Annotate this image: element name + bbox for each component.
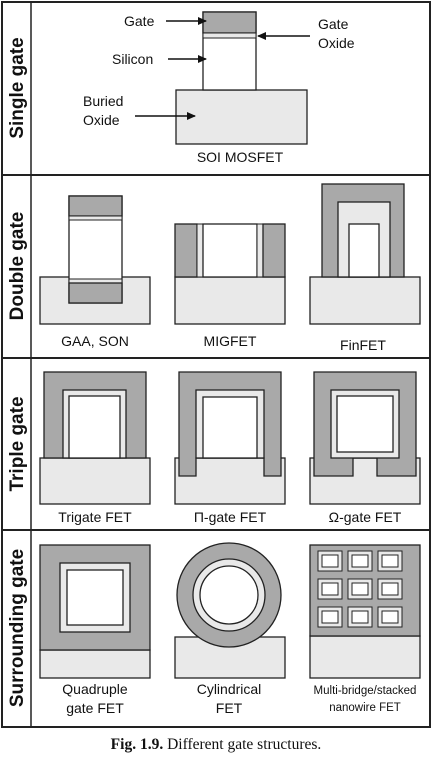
soi-mosfet-structure: [175, 11, 308, 145]
migfet-structure: [174, 223, 286, 325]
nanowire-silicon: [321, 610, 339, 624]
row-title-single-gate: Single gate: [7, 37, 28, 138]
callout-gate-oxide-line1: Gate: [318, 16, 349, 32]
nanowire-silicon: [351, 610, 369, 624]
label-cylindrical-line2: FET: [216, 700, 243, 716]
trigate-fet-structure: [39, 371, 151, 505]
row-title-triple-gate: Triple gate: [7, 396, 28, 491]
quadruple-gate-fet-structure: [39, 544, 151, 679]
callout-silicon: Silicon: [112, 51, 153, 67]
label-cylindrical-line1: Cylindrical: [197, 681, 262, 697]
multi-bridge-nanowire-fet-structure: [309, 544, 421, 679]
callout-buried-oxide-line2: Oxide: [83, 112, 120, 128]
nanowire-silicon: [381, 554, 399, 568]
label-omega-gate-fet: Ω-gate FET: [329, 509, 402, 525]
outer-frame: [1, 1, 431, 728]
row-title-surrounding-gate: Surrounding gate: [7, 549, 28, 707]
nanowire-silicon: [381, 610, 399, 624]
callout-buried-oxide-line1: Buried: [83, 93, 123, 109]
cylindrical-fet-structure: [174, 542, 286, 679]
label-trigate-fet: Trigate FET: [58, 509, 132, 525]
figure-caption-text: Different gate structures.: [167, 736, 322, 753]
nanowire-silicon: [381, 582, 399, 596]
figure-number: Fig. 1.9.: [110, 736, 164, 753]
nanowire-silicon: [351, 582, 369, 596]
callout-gate-oxide-line2: Oxide: [318, 35, 355, 51]
omega-gate-fet-structure: [309, 371, 421, 505]
row-title-double-gate: Double gate: [7, 212, 28, 321]
label-gaa-son: GAA, SON: [61, 333, 129, 349]
gaa-son-structure: [39, 195, 151, 325]
label-quadruple-line1: Quadruple: [62, 681, 128, 697]
figure-caption: Fig. 1.9. Different gate structures.: [0, 736, 432, 754]
label-pi-gate-fet: Π-gate FET: [194, 509, 267, 525]
label-finfet: FinFET: [340, 337, 386, 353]
label-quadruple-line2: gate FET: [66, 700, 124, 716]
nanowire-silicon: [321, 582, 339, 596]
pi-gate-fet-structure: [174, 371, 286, 505]
nanowire-silicon: [321, 554, 339, 568]
nanowire-array: [317, 550, 403, 628]
finfet-structure: [309, 183, 421, 325]
label-migfet: MIGFET: [204, 333, 257, 349]
callout-gate: Gate: [124, 13, 155, 29]
label-multibridge-line1: Multi-bridge/stacked: [314, 685, 417, 697]
label-multibridge-line2: nanowire FET: [329, 702, 401, 714]
label-soi-mosfet: SOI MOSFET: [197, 149, 284, 165]
nanowire-silicon: [351, 554, 369, 568]
